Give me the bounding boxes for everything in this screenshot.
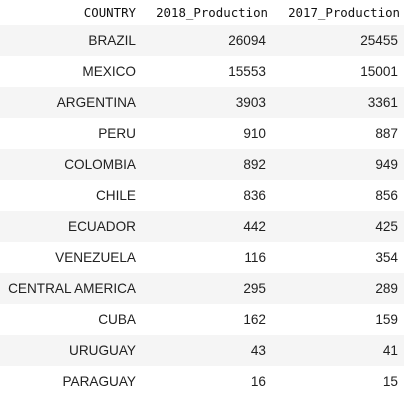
header-row: COUNTRY 2018_Production 2017_Production [0, 0, 404, 25]
country-cell: ARGENTINA [0, 87, 140, 118]
table-row: ARGENTINA 3903 3361 [0, 87, 404, 118]
production-2018-cell: 442 [140, 211, 272, 242]
table-body: BRAZIL 26094 25455 MEXICO 15553 15001 AR… [0, 25, 404, 397]
country-cell: URUGUAY [0, 335, 140, 366]
country-cell: ECUADOR [0, 211, 140, 242]
production-2018-cell: 892 [140, 149, 272, 180]
production-2018-cell: 16 [140, 366, 272, 397]
production-2017-cell: 354 [272, 242, 404, 273]
production-2017-cell: 159 [272, 304, 404, 335]
country-cell: CUBA [0, 304, 140, 335]
production-2018-cell: 15553 [140, 56, 272, 87]
production-2017-cell: 289 [272, 273, 404, 304]
production-2018-cell: 295 [140, 273, 272, 304]
production-2018-cell: 910 [140, 118, 272, 149]
table-row: BRAZIL 26094 25455 [0, 25, 404, 56]
table-row: COLOMBIA 892 949 [0, 149, 404, 180]
production-2017-cell: 3361 [272, 87, 404, 118]
column-header-2017-production: 2017_Production [288, 5, 400, 20]
production-2017-cell: 15 [272, 366, 404, 397]
table-header: COUNTRY 2018_Production 2017_Production [0, 0, 404, 25]
country-cell: BRAZIL [0, 25, 140, 56]
country-cell: CHILE [0, 180, 140, 211]
table-row: PERU 910 887 [0, 118, 404, 149]
production-2017-cell: 425 [272, 211, 404, 242]
country-cell: CENTRAL AMERICA [0, 273, 140, 304]
table-row: CUBA 162 159 [0, 304, 404, 335]
country-cell: COLOMBIA [0, 149, 140, 180]
production-2018-cell: 116 [140, 242, 272, 273]
production-2018-cell: 836 [140, 180, 272, 211]
production-2017-cell: 41 [272, 335, 404, 366]
column-header-country: COUNTRY [83, 5, 136, 20]
table-row: MEXICO 15553 15001 [0, 56, 404, 87]
country-cell: PARAGUAY [0, 366, 140, 397]
production-2017-cell: 887 [272, 118, 404, 149]
production-2017-cell: 25455 [272, 25, 404, 56]
table-row: CENTRAL AMERICA 295 289 [0, 273, 404, 304]
production-2018-cell: 162 [140, 304, 272, 335]
production-2017-cell: 856 [272, 180, 404, 211]
table-row: ECUADOR 442 425 [0, 211, 404, 242]
production-2017-cell: 15001 [272, 56, 404, 87]
table-row: URUGUAY 43 41 [0, 335, 404, 366]
column-header-2018-production: 2018_Production [156, 5, 268, 20]
production-2018-cell: 43 [140, 335, 272, 366]
country-cell: PERU [0, 118, 140, 149]
country-cell: MEXICO [0, 56, 140, 87]
production-2017-cell: 949 [272, 149, 404, 180]
country-cell: VENEZUELA [0, 242, 140, 273]
table-row: PARAGUAY 16 15 [0, 366, 404, 397]
production-2018-cell: 3903 [140, 87, 272, 118]
table-row: VENEZUELA 116 354 [0, 242, 404, 273]
table-row: CHILE 836 856 [0, 180, 404, 211]
production-2018-cell: 26094 [140, 25, 272, 56]
